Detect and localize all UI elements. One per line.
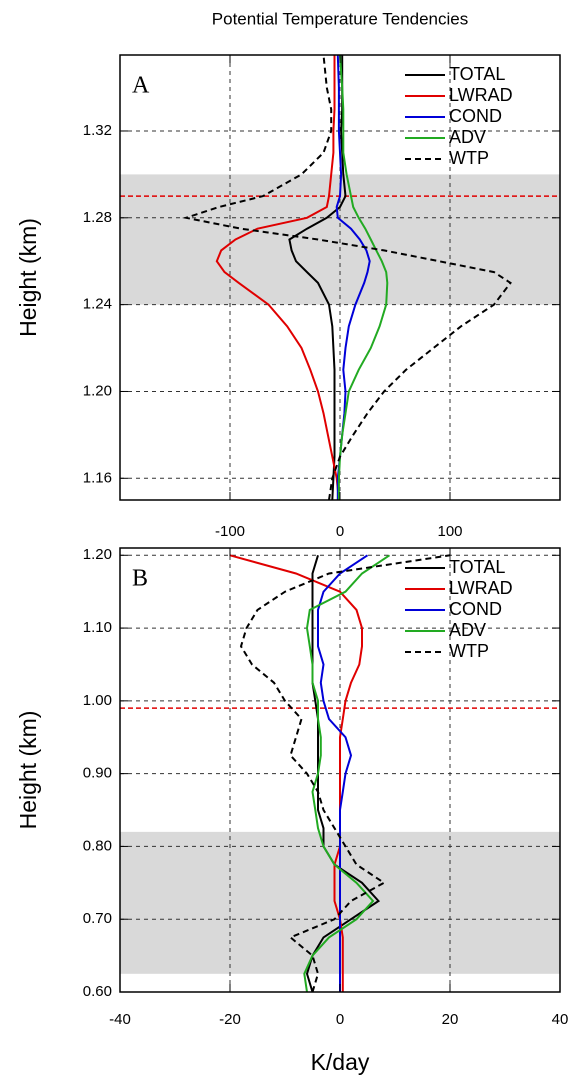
y-tick-label: 1.16 xyxy=(83,469,112,486)
series-line xyxy=(288,55,347,500)
y-tick-label: 1.24 xyxy=(83,296,112,313)
panel-label: B xyxy=(132,566,148,592)
legend-label: WTP xyxy=(449,148,489,168)
series-line xyxy=(335,55,371,500)
chart-title: Potential Temperature Tendencies xyxy=(212,9,468,28)
plot-area xyxy=(120,548,560,992)
y-tick-label: 1.20 xyxy=(83,382,112,399)
y-tick-label: 1.28 xyxy=(83,209,112,226)
legend-label: COND xyxy=(449,599,502,619)
legend-label: ADV xyxy=(449,620,486,640)
series-line xyxy=(337,55,389,500)
x-tick-label: 0 xyxy=(336,1011,344,1028)
y-tick-label: 1.32 xyxy=(83,122,112,139)
y-tick-label: 1.20 xyxy=(83,546,112,563)
x-axis-label: K/day xyxy=(311,1049,370,1075)
x-tick-label: -20 xyxy=(219,1011,241,1028)
legend-label: ADV xyxy=(449,127,486,147)
legend-label: LWRAD xyxy=(449,578,513,598)
y-tick-label: 0.80 xyxy=(83,837,112,854)
y-tick-label: 1.00 xyxy=(83,692,112,709)
plot-area xyxy=(120,55,560,500)
legend-label: TOTAL xyxy=(449,64,505,84)
y-tick-label: 0.90 xyxy=(83,765,112,782)
legend-label: COND xyxy=(449,106,502,126)
x-tick-label: 20 xyxy=(442,1011,459,1028)
series-line xyxy=(303,554,391,992)
y-tick-label: 0.60 xyxy=(83,983,112,1000)
legend-label: WTP xyxy=(449,641,489,661)
panel-label: A xyxy=(132,73,150,99)
series-line xyxy=(317,554,369,992)
series-line xyxy=(239,554,451,992)
x-tick-label: -100 xyxy=(215,523,245,540)
legend-label: LWRAD xyxy=(449,85,513,105)
y-tick-label: 0.70 xyxy=(83,910,112,927)
x-tick-label: 40 xyxy=(552,1011,569,1028)
y-axis-label: Height (km) xyxy=(15,218,41,337)
y-tick-label: 1.10 xyxy=(83,619,112,636)
legend-label: TOTAL xyxy=(449,557,505,577)
series-line xyxy=(215,55,340,500)
x-tick-label: -40 xyxy=(109,1011,131,1028)
x-tick-label: 100 xyxy=(437,523,462,540)
y-axis-label: Height (km) xyxy=(15,711,41,830)
x-tick-label: 0 xyxy=(336,523,344,540)
